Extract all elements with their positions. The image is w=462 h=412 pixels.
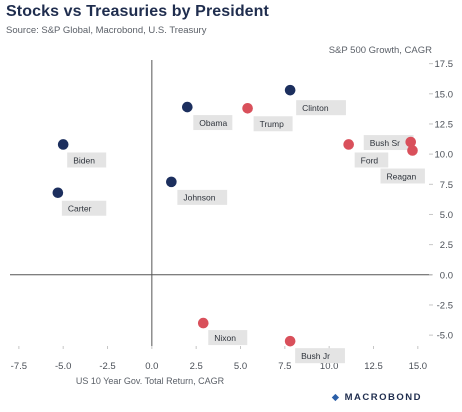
x-tick-label: 0.0 xyxy=(145,361,158,372)
point-label: Carter xyxy=(68,204,92,214)
x-tick-label: 15.0 xyxy=(409,361,428,372)
point-label: Reagan xyxy=(386,171,416,181)
point-label: Johnson xyxy=(183,193,215,203)
point-label-bg xyxy=(363,135,414,151)
point-label: Obama xyxy=(199,118,227,128)
y-tick-label: 2.5 xyxy=(440,240,453,251)
data-point-reagan xyxy=(407,145,418,156)
point-label-bg xyxy=(354,152,389,168)
point-label: Biden xyxy=(73,155,95,165)
point-label-bg xyxy=(253,116,293,132)
macrobond-logo-mark: ◆ xyxy=(331,392,341,403)
point-label-bg xyxy=(295,348,345,364)
point-label-bg xyxy=(380,168,425,184)
x-tick-label: -5.0 xyxy=(55,361,71,372)
y-tick-label: -2.5 xyxy=(437,300,453,311)
data-point-johnson xyxy=(166,176,177,188)
point-label: Bush Sr xyxy=(370,138,400,148)
data-point-clinton xyxy=(284,84,296,96)
y-tick-label: 7.5 xyxy=(440,180,453,191)
macrobond-logo-text: MACROBOND xyxy=(344,392,422,403)
point-label: Trump xyxy=(260,119,285,129)
data-point-bush-sr xyxy=(405,136,417,148)
x-tick-label: 7.5 xyxy=(278,361,291,372)
y-tick-label: 17.5 xyxy=(435,59,454,70)
y-axis-label: S&P 500 Growth, CAGR xyxy=(328,45,432,56)
point-label-bg xyxy=(61,200,107,216)
y-tick-label: 0.0 xyxy=(440,270,453,281)
point-label-bg xyxy=(296,100,346,116)
x-tick-label: 12.5 xyxy=(364,361,383,372)
y-tick-label: 5.0 xyxy=(440,210,453,221)
y-tick-label: 15.0 xyxy=(435,89,454,100)
point-label: Bush Jr xyxy=(301,351,330,361)
data-point-biden xyxy=(57,139,69,150)
x-axis-label: US 10 Year Gov. Total Return, CAGR xyxy=(75,376,225,386)
x-tick-label: -2.5 xyxy=(99,361,115,372)
data-point-ford xyxy=(343,139,354,150)
chart-title: Stocks vs Treasuries by President xyxy=(6,3,269,20)
data-point-bush-jr xyxy=(284,335,296,347)
point-label-bg xyxy=(67,152,107,168)
data-point-carter xyxy=(52,187,64,199)
point-label: Clinton xyxy=(302,103,329,113)
x-tick-label: 2.5 xyxy=(190,361,203,372)
x-tick-label: 5.0 xyxy=(234,361,247,372)
x-tick-label: -7.5 xyxy=(11,361,27,372)
point-label-bg xyxy=(208,330,248,346)
point-label: Nixon xyxy=(214,333,236,343)
y-tick-label: 10.0 xyxy=(435,150,454,161)
point-label: Ford xyxy=(361,155,379,165)
data-point-nixon xyxy=(197,317,209,329)
chart-source: Source: S&P Global, Macrobond, U.S. Trea… xyxy=(6,25,207,36)
y-tick-label: -5.0 xyxy=(437,331,453,342)
y-tick-label: 12.5 xyxy=(435,119,454,130)
macrobond-logo: ◆ MACROBOND xyxy=(332,392,422,403)
data-point-trump xyxy=(242,102,253,114)
data-point-obama xyxy=(182,101,193,113)
point-label-bg xyxy=(193,115,233,131)
x-tick-label: 10.0 xyxy=(320,361,339,372)
point-label-bg xyxy=(177,189,228,205)
